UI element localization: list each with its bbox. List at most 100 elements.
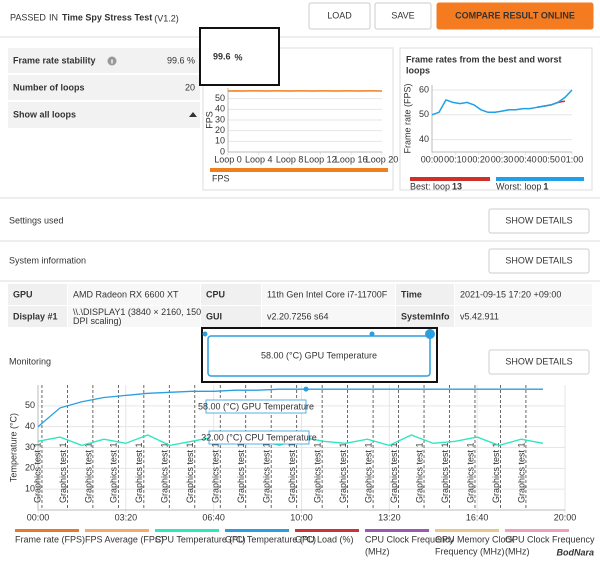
x-tick-label: 00:00 (27, 512, 50, 522)
y-tick-label: 30 (25, 442, 35, 452)
legend-label: CPU Clock Frequency (365, 534, 455, 544)
table-value: DPI scaling) (73, 316, 122, 326)
table-cell (8, 306, 67, 327)
table-cell (8, 284, 67, 305)
x-tick-label: 13:20 (378, 512, 401, 522)
test-marker-label: Graphics test 1 (83, 442, 93, 503)
version: (V1.2) (154, 13, 179, 23)
x-tick-label: 20:00 (554, 512, 577, 522)
legend-swatch (505, 529, 569, 532)
table-cell (396, 306, 454, 327)
summary-row[interactable] (8, 102, 200, 128)
section-title: Settings used (9, 215, 64, 225)
summary-label: Frame rate stability (13, 55, 96, 65)
legend-label: Frequency (MHz) (435, 546, 505, 556)
y-tick-label: 50 (25, 400, 35, 410)
button[interactable] (488, 208, 590, 234)
test-marker-label: Graphics test 1 (363, 442, 373, 503)
x-tick-label: 00:00 (421, 154, 444, 164)
collapse-icon (189, 112, 197, 117)
handle (425, 329, 435, 339)
tooltip (205, 399, 307, 414)
table-label: SystemInfo (401, 311, 450, 321)
table-value: 2021-09-15 17:20 +09:00 (460, 289, 561, 299)
table-cell (68, 284, 200, 305)
y-tick-label: 40 (419, 134, 429, 144)
legend-loop: 13 (452, 181, 462, 191)
page-title: Time Spy Stress Test (62, 12, 152, 22)
legend-label: FPS Average (FPS) (85, 534, 164, 544)
button[interactable] (308, 2, 371, 30)
y-tick-label: 20 (25, 463, 35, 473)
table-value: AMD Radeon RX 6600 XT (73, 289, 179, 299)
button-label[interactable]: SAVE (391, 10, 414, 20)
x-tick-label: Loop 16 (335, 154, 368, 164)
tooltip (208, 430, 310, 445)
test-marker-label: Graphics test 1 (465, 442, 475, 503)
table-value: 11th Gen Intel Core i7-11700F (267, 289, 388, 299)
legend-swatch (365, 529, 429, 532)
legend-label: (MHz) (365, 546, 390, 556)
legend-label: GPU Load (%) (295, 534, 354, 544)
x-tick-label: 00:30 (491, 154, 514, 164)
test-marker-label: Graphics test 1 (211, 442, 221, 503)
legend-swatch (496, 177, 584, 181)
y-tick-label: 40 (25, 421, 35, 431)
button[interactable] (436, 2, 594, 30)
y-tick-label: 50 (215, 93, 225, 103)
test-marker-label: Graphics test 1 (109, 442, 119, 503)
table-value: v2.20.7256 s64 (267, 311, 329, 321)
x-tick-label: Loop 0 (214, 154, 242, 164)
test-marker-label: Graphics test 1 (236, 442, 246, 503)
legend-label: Best: loop (410, 181, 450, 191)
button[interactable] (488, 248, 590, 274)
y-tick-label: 50 (419, 109, 429, 119)
y-axis-label: FPS (204, 111, 214, 129)
x-tick-label: Loop 8 (276, 154, 304, 164)
test-marker-label: Graphics test 1 (160, 442, 170, 503)
legend-loop: 1 (543, 181, 548, 191)
button-label[interactable]: COMPARE RESULT ONLINE (455, 10, 575, 20)
status-suffix: IN (49, 12, 58, 22)
table-label: CPU (206, 289, 225, 299)
table-value: v5.42.911 (460, 311, 499, 321)
legend-swatch (225, 529, 289, 532)
legend-label: Frame rate (FPS) (15, 534, 85, 544)
summary-row (8, 48, 200, 73)
y-tick-label: 10 (215, 136, 225, 146)
watermark: BodNara (556, 547, 594, 557)
summary-label: Number of loops (13, 82, 85, 92)
button-label[interactable]: SHOW DETAILS (505, 215, 572, 225)
button-label[interactable]: LOAD (327, 10, 352, 20)
table-label: GPU (13, 289, 33, 299)
x-tick-label: 10:00 (290, 512, 313, 522)
section-title: System information (9, 255, 86, 265)
show-all-link[interactable]: Show all loops (13, 109, 76, 119)
x-tick-label: 06:40 (202, 512, 225, 522)
y-tick-label: 0 (220, 146, 225, 156)
handle (202, 331, 208, 337)
test-marker-label: Graphics test 1 (491, 442, 501, 503)
test-marker-label: Graphics test 1 (338, 442, 348, 503)
y-tick-label: 40 (215, 104, 225, 114)
table-cell (201, 306, 261, 327)
button[interactable] (488, 349, 590, 375)
y-tick-label: 20 (215, 125, 225, 135)
x-tick-label: 03:20 (115, 512, 138, 522)
legend-swatch (210, 168, 388, 172)
table-cell (68, 306, 200, 327)
summary-row (8, 75, 200, 100)
handle (369, 331, 375, 337)
y-tick-label: 60 (419, 84, 429, 94)
button-label[interactable]: SHOW DETAILS (505, 255, 572, 265)
hover-point (303, 386, 309, 392)
legend-swatch (85, 529, 149, 532)
x-tick-label: 00:20 (467, 154, 490, 164)
x-tick-label: 00:10 (444, 154, 467, 164)
button-label[interactable]: SHOW DETAILS (505, 356, 572, 366)
button[interactable] (374, 2, 432, 30)
table-cell (201, 284, 261, 305)
callout (199, 27, 280, 86)
